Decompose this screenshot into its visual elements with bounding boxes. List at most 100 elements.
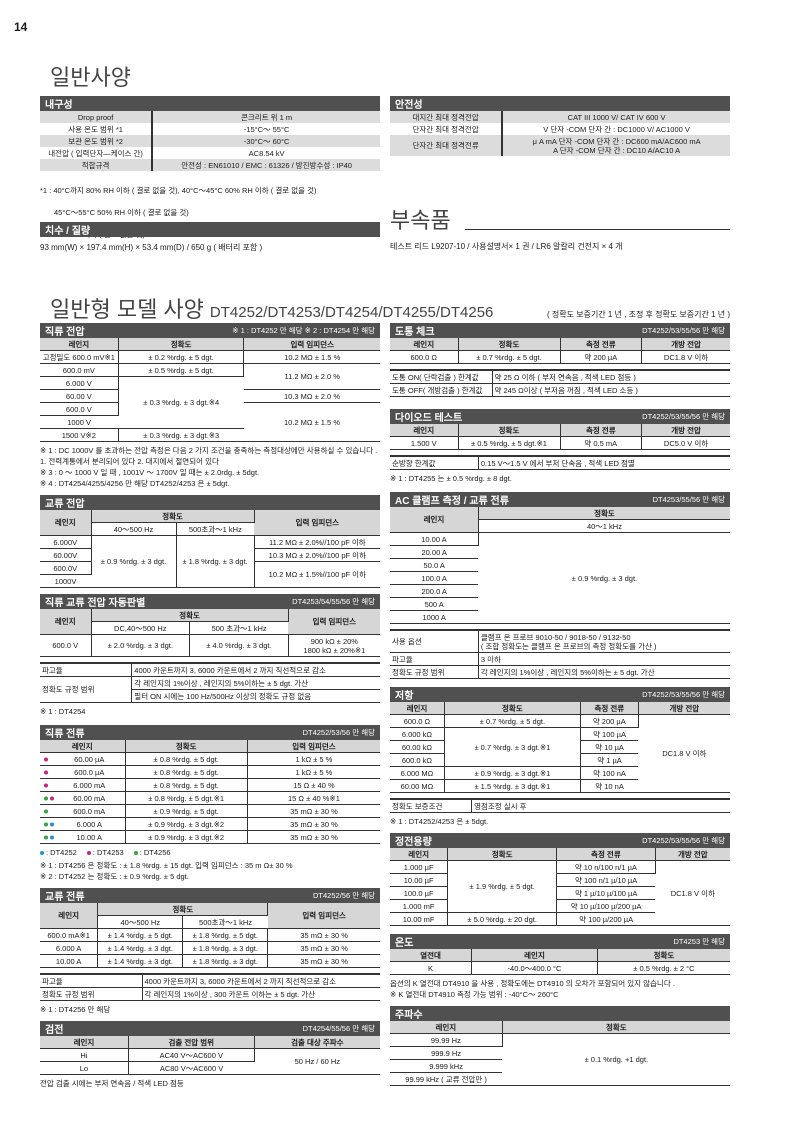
table-cell: 약 1 µA [580, 753, 639, 767]
table-row: 60.00 µA ± 0.8 %rdg. ± 5 dgt. 1 kΩ ± 5 % [40, 752, 380, 766]
table-cell: 60.00 kΩ [390, 740, 445, 754]
spec-row: 대지간 최대 정격전압 CAT III 1000 V/ CAT IV 600 V [390, 111, 730, 123]
range-value: 60.00 µA [74, 754, 105, 764]
footnote: ※ 2 : DT4252 는 정확도 : ± 0.9 %rdg. ± 5 dgt… [40, 872, 189, 881]
legend-label: : DT4253 [92, 848, 124, 857]
section-title: AC 클램프 측정 / 교류 전류 [395, 496, 509, 507]
table-row: 40～500 Hz 500초과～1 kHz [40, 522, 380, 536]
spec-value: 0.15 V～1.5 V 에서 부저 단속음 , 적색 LED 점멸 [478, 456, 730, 470]
table-cell: ± 0.7 %rdg. ± 5 dgt. [458, 350, 561, 364]
table-row: 600.0 V 10.2 MΩ ± 1.5 % [40, 402, 380, 442]
table-cell: 1 kΩ ± 5 % [247, 765, 380, 779]
table-cell: 1000 V [40, 415, 119, 429]
spec-value: 필터 ON 시에는 100 Hz/500Hz 이상의 정확도 규정 없음 [131, 689, 380, 703]
model-list: DT4252/DT4253/DT4254/DT4255/DT4256 [209, 304, 494, 321]
table-cell: 1500 V※2 [40, 428, 119, 442]
model-dots [44, 768, 50, 777]
column-header: 측정 전류 [560, 424, 643, 437]
table-cell: 약 100 µA [580, 727, 639, 741]
spec-conditions-table: 순방향 한계값 0.15 V～1.5 V 에서 부저 단속음 , 적색 LED 점… [390, 455, 730, 470]
column-header: 정확도 [91, 510, 255, 523]
model-title: 일반형 모델 사양 [50, 297, 204, 322]
table-cell: ± 1.8 %rdg. ± 3 dgt. [182, 954, 269, 968]
spec-conditions-table: 파고율 4000 카운트까지 3, 6000 카운트에서 2 까지 직선적으로 감… [40, 662, 380, 703]
table-cell: ± 0.9 %rdg. ± 3 dgt. [478, 532, 730, 624]
spec-label: 내전압 ( 입력단자—케이스 간) [40, 147, 154, 159]
column-header: 레인지 [40, 740, 126, 753]
table-cell: 60.00 V [40, 389, 119, 403]
footnote: ※ 1 : DT4256 은 정확도 : ± 1.8 %rdg. ± 15 dg… [40, 861, 293, 870]
spec-value: 안전성 : EN61010 / EMC : 61326 / 방진방수성 : IP… [152, 159, 380, 171]
section-header: 내구성 [40, 96, 380, 111]
spec-label: 적합규격 [40, 159, 154, 171]
table-row: 정확도 규정 범위 각 레인지의 1%이상 , 레인지의 5%이하는 ± 5 dg… [390, 665, 730, 679]
model-dot-icon [40, 851, 44, 856]
table-row: 600.0 mA※1 ± 1.4 %rdg. ± 5 dgt. ± 1.8 %rdg… [40, 928, 380, 942]
table-cell: ± 0.9 %rdg. ± 3 dgt.※2 [125, 817, 248, 831]
section-title: 교류 전압 [45, 499, 85, 510]
table-row: 600.0 mV ± 0.5 %rdg. ± 5 dgt. 11.2 MΩ ± 2.… [40, 363, 380, 390]
section-title: 치수 / 질량 [45, 226, 91, 237]
model-applicability-note: DT4252/53/55/56 만 해당 [642, 412, 725, 421]
diode-section: 다이오드 테스트 DT4252/53/55/56 만 해당 레인지 정확도 측정 전류 개… [390, 409, 730, 484]
table-cell: 15 Ω ± 40 % [247, 778, 380, 792]
detect-section: 검전 DT4254/55/56 만 해당 레인지 검출 전압 범위 검출 대상 주파수 H… [40, 1021, 380, 1089]
ac-voltage-section: 교류 전압 레인지 정확도 입력 임피던스 40～500 Hz 500초과～1 kHz 6.… [40, 495, 380, 588]
model-applicability-note: DT4252/53/55/56 만 해당 [642, 690, 725, 699]
footnote: ※ 1 : DT4256 만 해당 [40, 1005, 111, 1014]
table-header-row: 레인지 정확도 입력 임피던스 [40, 510, 380, 536]
table-row: 10.00 A ± 0.9 %rdg. ± 3 dgt. [390, 532, 730, 624]
table-cell: 35 mΩ ± 30 % [267, 941, 380, 955]
legend-item: : DT4253 [86, 848, 124, 857]
divider [465, 229, 730, 230]
footnotes: ※ 1 : DT4256 은 정확도 : ± 1.8 %rdg. ± 15 dg… [40, 860, 380, 882]
dc-voltage-table: 레인지 정확도 입력 임피던스 고정밀도 600.0 mV※1 ± 0.2 %rdg. … [40, 338, 380, 442]
table-cell: 10.2 MΩ ± 1.5 % [243, 350, 380, 364]
column-header: 개방 전압 [655, 848, 730, 861]
footnotes: 전압 검출 시에는 부저 연속음 / 적색 LED 점등 [40, 1078, 380, 1089]
page-number: 14 [14, 20, 28, 34]
section-header: 직류 전압 ※ 1 : DT4252 만 해당 ※ 2 : DT4254 만 해당 [40, 323, 380, 338]
column-header: 검출 대상 주파수 [254, 1036, 380, 1049]
table-cell: 6.000 mA [40, 778, 126, 792]
table-row: 순방향 한계값 0.15 V～1.5 V 에서 부저 단속음 , 적색 LED 점… [390, 456, 730, 470]
table-cell: 약 0.5 mA [560, 436, 643, 450]
table-cell: ± 0.5 %rdg. ± 2 °C [597, 961, 730, 975]
spec-value: 영점조정 실시 후 [471, 799, 730, 813]
range-value: 10.00 A [76, 832, 102, 842]
table-cell: ± 0.1 %rdg. +1 dgt. [502, 1033, 730, 1086]
spec-value: 4000 카운트까지 3, 6000 카운트에서 2 까지 직선적으로 감소 [131, 663, 380, 677]
table-cell: ± 1.8 %rdg. ± 3 dgt. [176, 535, 255, 588]
table-cell: 10.00 mF [390, 912, 449, 926]
ac-voltage-table: 레인지 정확도 입력 임피던스 40～500 Hz 500초과～1 kHz 6.000V ±… [40, 510, 380, 588]
table-row: 20.00 A [390, 545, 730, 559]
table-cell: 15 Ω ± 40 %※1 [247, 791, 380, 805]
column-header: 레인지 [471, 949, 598, 962]
column-header: DC,40～500 Hz [91, 621, 191, 635]
table-cell: 약 200 µA [580, 714, 639, 728]
model-dots [44, 807, 50, 816]
column-header: 40～1 kHz [478, 519, 730, 533]
table-cell: ± 1.9 %rdg. ± 5 dgt. [447, 860, 558, 913]
table-cell: 900 kΩ ± 20% 1800 kΩ ± 20%※1 [288, 634, 380, 657]
spec-label: 사용 옵션 [390, 630, 479, 653]
clamp-table: 레인지 정확도 40～1 kHz 10.00 A ± 0.9 %rdg. ± 3 dgt… [390, 507, 730, 624]
column-header: 정확도 [458, 424, 561, 437]
table-row: 파고율 3 이하 [390, 652, 730, 666]
spec-label: 파고율 [40, 663, 133, 677]
dimensions-text: 93 mm(W) × 197.4 mm(H) × 53.4 mm(D) / 65… [40, 243, 263, 252]
spec-conditions-table: 사용 옵션 클램프 온 프로브 9010-50 / 9018-50 / 9132-… [390, 629, 730, 679]
footnote: 1. 전력계통에서 분리되어 있다 2. 대지에서 절연되어 있다 [40, 457, 219, 466]
section-title: 교류 전류 [45, 892, 85, 903]
table-cell: ± 0.8 %rdg. ± 5 dgt. [125, 752, 248, 766]
column-header: 레인지 [40, 338, 119, 351]
model-applicability-note: DT4252/53/55/56 만 해당 [642, 326, 725, 335]
column-header: 정확도 [502, 1021, 730, 1034]
table-cell: 6.000 A [40, 941, 99, 955]
legend-item: : DT4252 [40, 848, 77, 857]
model-applicability-note: DT4254/55/56 만 해당 [302, 1024, 375, 1033]
column-header: 정확도 [444, 702, 581, 715]
table-cell: ± 0.7 %rdg. ± 5 dgt. [444, 714, 581, 728]
table-row: 정확도 규정 범위 각 레인지의 1%이상 , 300 카운트 이하는 ± 5 d… [40, 987, 380, 1001]
